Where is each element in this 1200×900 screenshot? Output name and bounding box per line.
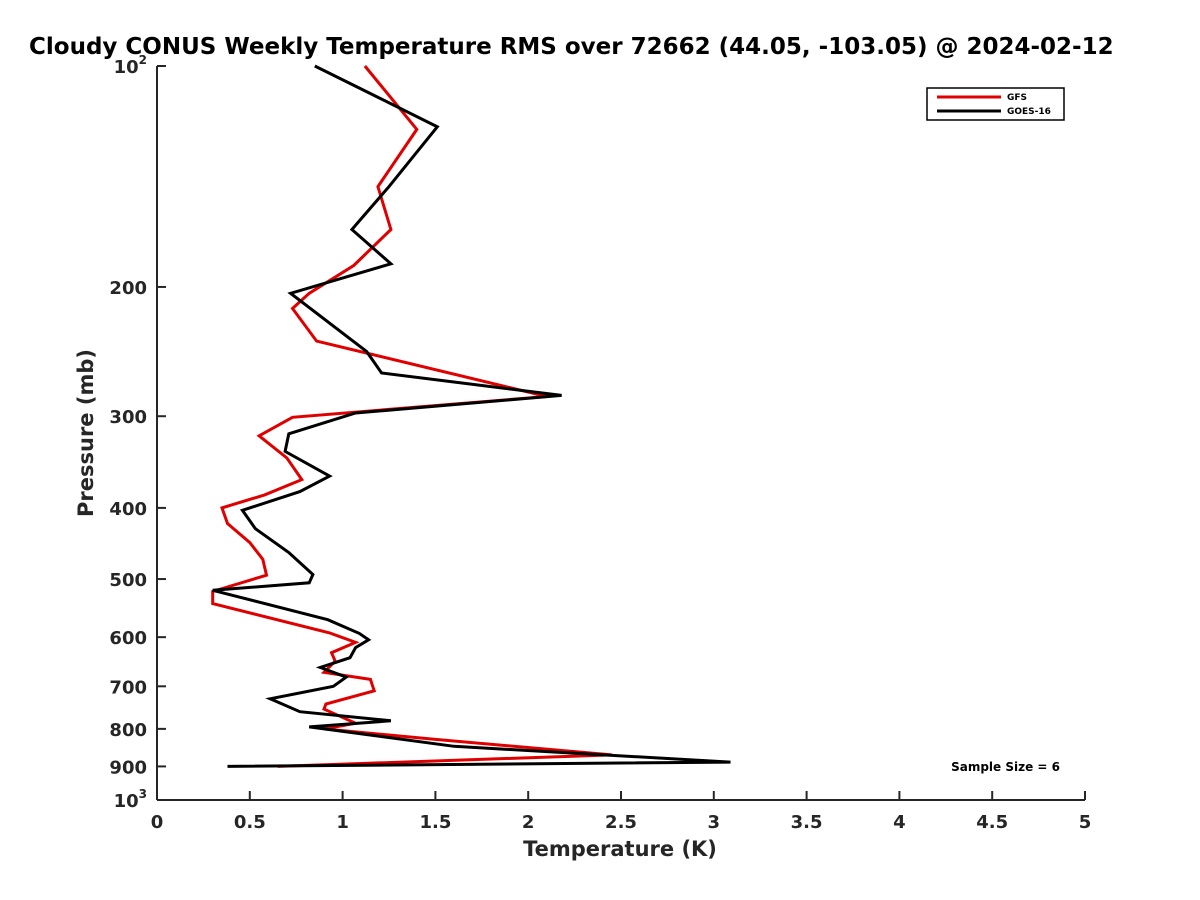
x-tick-label: 2 [522, 812, 535, 833]
x-tick-label: 4.5 [976, 812, 1008, 833]
y-axis-label: Pressure (mb) [74, 349, 98, 517]
x-tick-label: 1.5 [419, 812, 451, 833]
y-tick-label: 800 [109, 720, 147, 741]
y-tick-label: 900 [109, 757, 147, 778]
series-line-gfs [211, 65, 612, 768]
series-line-goes-16 [212, 64, 731, 768]
axes: 0 0.5 1 1.5 2 2.5 3 3.5 4 4.5 5 102 200 300 400 500 600 7… [109, 53, 1091, 833]
y-tick-label: 700 [109, 677, 147, 698]
y-tick-label: 103 [114, 787, 147, 812]
y-tick-label: 400 [109, 499, 147, 520]
legend-label-goes-16: GOES-16 [1007, 107, 1051, 117]
legend-box [926, 87, 1065, 121]
x-tick-label: 0.5 [234, 812, 266, 833]
legend: GFS GOES-16 [926, 87, 1065, 121]
x-axis-label: Temperature (K) [523, 837, 717, 861]
legend-label-gfs: GFS [1007, 93, 1027, 103]
x-tick-label: 2.5 [605, 812, 637, 833]
chart-title: Cloudy CONUS Weekly Temperature RMS over… [29, 34, 1114, 60]
y-tick-label: 500 [109, 570, 147, 591]
y-tick-label: 200 [109, 278, 147, 299]
x-tick-label: 4 [893, 812, 906, 833]
x-tick-label: 5 [1079, 812, 1092, 833]
x-tick-label: 3 [708, 812, 721, 833]
x-tick-label: 1 [336, 812, 349, 833]
plot-area [211, 64, 731, 768]
sample-size-annotation: Sample Size = 6 [951, 760, 1060, 774]
x-tick-label: 3.5 [791, 812, 823, 833]
y-tick-label: 600 [109, 628, 147, 649]
y-tick-label: 300 [109, 407, 147, 428]
x-tick-label: 0 [151, 812, 164, 833]
y-tick-label: 102 [114, 53, 147, 78]
